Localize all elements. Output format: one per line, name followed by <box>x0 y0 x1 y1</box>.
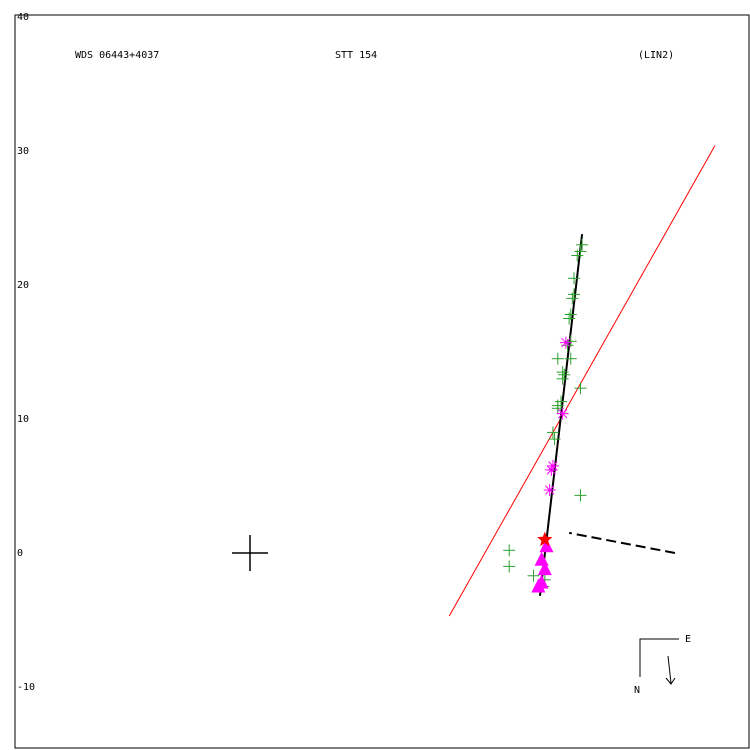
y-tick-label: 20 <box>17 280 29 291</box>
direction-arrow-icon <box>665 655 676 685</box>
plot-frame <box>14 14 750 749</box>
primary-connector-line <box>568 531 676 554</box>
header-orbit-label: (LIN2) <box>638 50 674 61</box>
latest-observation-star <box>537 531 553 547</box>
micrometer-point <box>568 272 580 285</box>
interferometric-point <box>545 463 558 476</box>
micrometer-point <box>574 382 587 395</box>
interferometric-point <box>543 484 556 497</box>
y-tick-label: 40 <box>17 12 29 23</box>
micrometer-point <box>551 402 564 415</box>
y-tick-label: 10 <box>17 414 29 425</box>
compass-east-label: E <box>685 634 691 645</box>
asterisk-stroke <box>561 337 571 348</box>
y-axis-ticks: 40 30 20 10 0 -10 <box>17 12 35 693</box>
micrometer-point <box>574 489 587 502</box>
interferometric-point <box>559 336 572 349</box>
compass-north-label: N <box>634 685 640 696</box>
micrometer-point <box>546 426 559 439</box>
micrometer-point <box>576 238 589 251</box>
interferometric-point <box>556 407 569 420</box>
header-wds-id: WDS 06443+4037 <box>75 50 159 61</box>
triangle-point <box>539 538 554 553</box>
y-tick-label: 30 <box>17 146 29 157</box>
triangle-point <box>534 551 549 566</box>
micrometer-point <box>503 544 516 557</box>
asterisk-stroke <box>558 408 568 419</box>
micrometer-point <box>563 312 576 325</box>
header-star-name: STT 154 <box>335 50 377 61</box>
micrometer-point <box>527 569 540 582</box>
micrometer-point <box>564 352 577 365</box>
y-tick-label: -10 <box>17 682 35 693</box>
asterisk-stroke <box>545 485 555 495</box>
plot-lines <box>448 145 716 617</box>
compass-axes <box>639 638 679 677</box>
triangle-point <box>531 578 546 593</box>
primary-star-marker <box>232 535 268 571</box>
line-of-nodes <box>448 145 716 617</box>
micrometer-point <box>571 249 584 262</box>
micrometer-point <box>566 292 579 305</box>
micrometer-point <box>551 352 564 365</box>
compass: E N <box>634 634 691 696</box>
micrometer-point <box>503 560 516 573</box>
data-marks <box>232 238 589 593</box>
micrometer-point <box>556 372 569 385</box>
asterisk-stroke <box>546 465 556 475</box>
triangle-point <box>537 561 552 576</box>
y-tick-label: 0 <box>17 548 23 559</box>
micrometer-point <box>548 433 561 446</box>
